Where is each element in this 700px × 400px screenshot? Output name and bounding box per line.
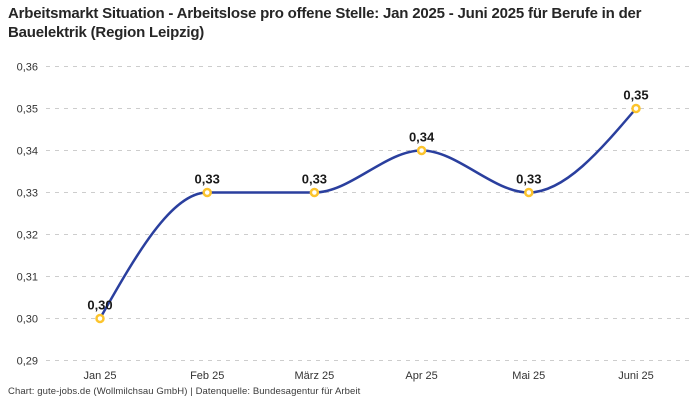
data-point-marker (95, 313, 105, 324)
y-tick-label: 0,36 (17, 62, 38, 74)
data-point-label: 0,30 (87, 298, 112, 313)
data-point-label: 0,33 (516, 172, 541, 187)
x-tick-label: Juni 25 (618, 370, 653, 382)
y-tick-label: 0,35 (17, 104, 38, 116)
data-point-marker (416, 145, 427, 156)
y-tick-label: 0,29 (17, 356, 38, 368)
data-point-label: 0,33 (195, 172, 220, 187)
chart-title: Arbeitsmarkt Situation - Arbeitslose pro… (8, 5, 642, 41)
x-tick-label: Feb 25 (190, 370, 224, 382)
data-point-label: 0,35 (623, 88, 648, 103)
y-tick-label: 0,31 (17, 272, 38, 284)
x-tick-label: Apr 25 (405, 370, 437, 382)
data-point-marker (202, 187, 212, 198)
line-chart: 0,29 0,30 0,31 0,32 0,33 0,34 0,35 0,36 Jan 25 Fe… (17, 62, 692, 382)
data-point-marker (631, 103, 641, 114)
data-point-marker (524, 187, 534, 198)
chart-credit: Chart: gute-jobs.de (Wollmilchsau GmbH) … (8, 386, 361, 397)
data-point-marker (309, 187, 320, 198)
x-tick-label: März 25 (295, 370, 335, 382)
y-tick-label: 0,32 (17, 230, 38, 242)
y-tick-label: 0,33 (17, 188, 38, 200)
y-tick-label: 0,34 (17, 146, 38, 158)
data-point-label: 0,34 (409, 130, 435, 145)
x-tick-label: Jan 25 (83, 370, 116, 382)
x-tick-label: Mai 25 (512, 370, 545, 382)
y-tick-label: 0,30 (17, 314, 38, 326)
data-point-label: 0,33 (302, 172, 327, 187)
series-line (98, 107, 638, 320)
